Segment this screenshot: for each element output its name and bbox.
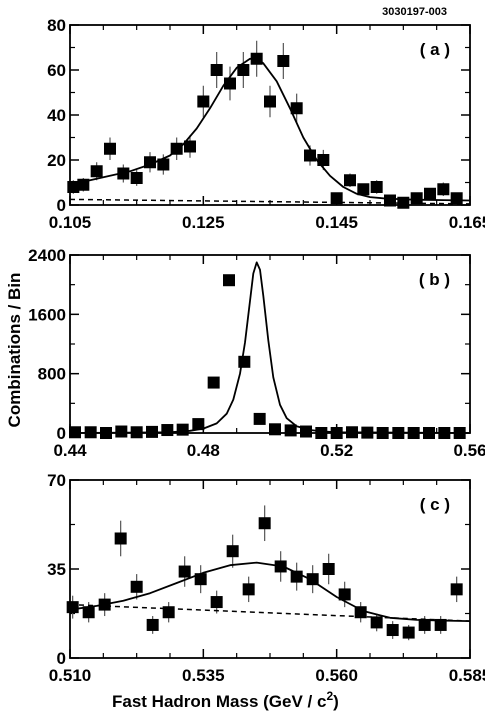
data-point-a	[450, 192, 463, 205]
x-tick-label-b: 0.56	[453, 441, 485, 460]
data-point-a	[277, 55, 290, 67]
data-point-b	[253, 412, 266, 425]
data-point-a	[197, 95, 210, 108]
data-point-c	[242, 583, 255, 596]
x-tick-label-b: 0.44	[53, 441, 87, 460]
x-tick-label-c: 0.535	[182, 666, 225, 685]
data-point-a	[437, 183, 450, 196]
x-tick-label-b: 0.52	[320, 441, 353, 460]
y-tick-label-b: 2400	[28, 246, 66, 265]
background-curve-c	[69, 603, 471, 622]
x-tick-label-c: 0.585	[449, 666, 485, 685]
data-point-c	[114, 532, 127, 545]
x-axis-title-superscript: 2	[326, 689, 333, 703]
y-tick-label-c: 35	[47, 560, 66, 579]
x-tick-label-a: 0.145	[315, 213, 358, 232]
x-axis-title-end: )	[333, 692, 339, 711]
data-point-a	[237, 64, 250, 76]
y-tick-label-b: 800	[38, 365, 66, 384]
data-point-c	[418, 618, 431, 631]
data-point-c	[354, 606, 367, 619]
data-point-a	[357, 183, 370, 196]
y-tick-label-a: 20	[47, 151, 66, 170]
data-point-a	[90, 165, 103, 178]
data-point-c	[434, 618, 447, 631]
x-tick-label-c: 0.560	[315, 666, 358, 685]
y-tick-label-c: 70	[47, 471, 66, 490]
data-point-b	[115, 425, 128, 438]
data-point-c	[322, 563, 335, 575]
data-point-a	[410, 192, 423, 205]
data-point-a	[130, 172, 143, 184]
data-point-a	[264, 95, 276, 108]
data-point-c	[450, 583, 463, 596]
figure-id: 3030197-003	[382, 6, 447, 18]
data-point-b	[238, 355, 251, 368]
y-tick-label-b: 0	[57, 424, 66, 443]
panel-c: 0.510 0.535 0.560 0.585 0 35 70 ( c )	[47, 471, 485, 685]
x-tick-label-c: 0.510	[49, 666, 92, 685]
x-tick-label-a: 0.105	[49, 213, 92, 232]
data-point-a	[330, 192, 343, 205]
data-point-b	[192, 418, 205, 431]
panel-label-b: ( b )	[419, 270, 450, 289]
data-point-a	[104, 142, 116, 155]
data-point-b	[284, 424, 297, 437]
data-point-c	[194, 573, 207, 586]
y-tick-label-a: 40	[47, 106, 66, 125]
y-tick-label-a: 0	[57, 196, 66, 215]
data-point-b	[315, 427, 328, 439]
fit-curve-b	[69, 261, 471, 434]
data-point-b	[207, 376, 220, 389]
x-tick-label-a: 0.125	[182, 213, 225, 232]
y-tick-label-c: 0	[57, 649, 66, 668]
data-point-c	[258, 517, 271, 530]
data-point-a	[184, 140, 196, 153]
data-point-c	[130, 580, 143, 593]
y-tick-label-b: 1600	[28, 305, 66, 324]
data-point-a	[290, 102, 303, 115]
data-point-c	[82, 606, 95, 619]
data-point-c	[338, 588, 351, 601]
x-tick-label-a: 0.165	[449, 213, 485, 232]
panel-label-a: ( a )	[420, 40, 450, 59]
data-point-c	[386, 624, 399, 637]
data-point-b	[269, 423, 281, 436]
data-point-a	[384, 194, 396, 207]
data-point-a	[344, 174, 356, 187]
y-tick-label-a: 60	[47, 61, 66, 80]
fit-curve-a	[69, 57, 471, 202]
panel-label-c: ( c )	[420, 495, 450, 514]
data-point-c	[370, 616, 383, 629]
data-point-c	[66, 601, 79, 614]
plot-frame-b	[69, 254, 471, 434]
y-tick-label-a: 80	[47, 16, 66, 35]
data-point-c	[226, 545, 239, 558]
data-point-a	[424, 187, 436, 200]
data-point-a	[370, 181, 383, 193]
data-point-a	[157, 158, 170, 171]
data-point-c	[178, 565, 191, 578]
panel-a: 0.105 0.125 0.145 0.165 0 20 40 60 80 ( a )	[47, 16, 485, 232]
data-point-a	[210, 64, 223, 76]
background-curve-a	[69, 198, 471, 205]
x-tick-label-b: 0.48	[187, 441, 220, 460]
data-point-b	[223, 274, 235, 287]
data-point-c	[402, 626, 415, 639]
x-axis-title-main: Fast Hadron Mass (GeV / c	[112, 692, 326, 711]
data-point-c	[146, 618, 159, 631]
data-point-b	[161, 424, 174, 437]
panel-b: 0.44 0.48 0.52 0.56 0 800 1600 2400 ( b )	[28, 246, 485, 460]
y-axis-title: Combinations / Bin	[5, 273, 24, 428]
data-point-b	[176, 423, 189, 436]
x-axis-title: Fast Hadron Mass (GeV / c2)	[112, 689, 339, 711]
data-point-c	[210, 596, 223, 609]
